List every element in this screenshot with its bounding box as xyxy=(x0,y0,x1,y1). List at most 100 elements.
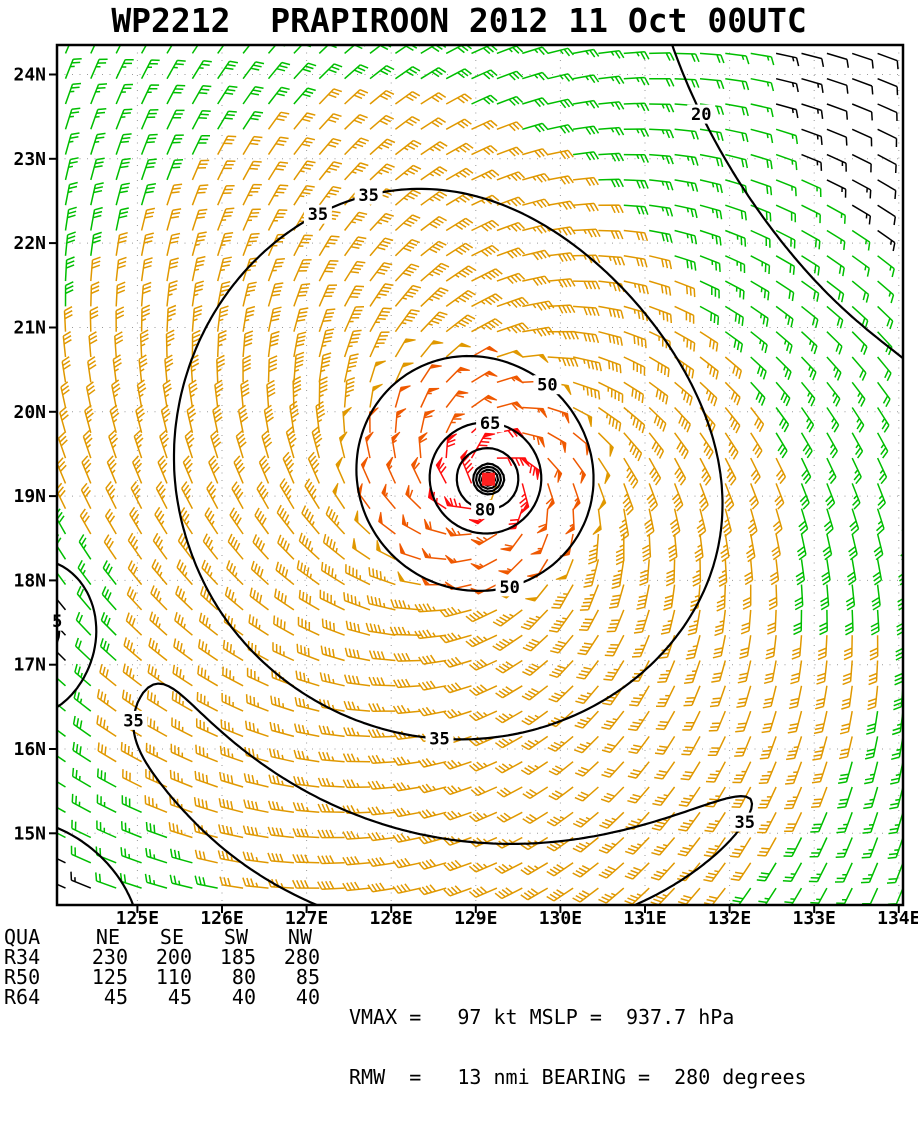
wind-barb xyxy=(775,305,794,328)
wind-barb xyxy=(601,710,625,730)
wind-barb xyxy=(547,304,576,314)
wind-barb xyxy=(411,456,422,484)
wind-barb xyxy=(115,83,134,105)
wind-barb xyxy=(319,589,345,611)
wind-barb xyxy=(623,255,648,268)
wind-barb xyxy=(354,510,371,535)
wind-barb xyxy=(267,86,290,105)
wind-barb xyxy=(242,281,257,307)
wind-barb xyxy=(599,811,625,829)
wind-barb xyxy=(79,508,92,535)
svg-text:35: 35 xyxy=(123,711,143,731)
wind-barb xyxy=(810,887,828,905)
wind-barb xyxy=(603,660,625,681)
wind-barb xyxy=(318,161,343,181)
wind-barb xyxy=(522,353,549,363)
wind-barb xyxy=(784,811,803,833)
wind-barb xyxy=(724,305,744,326)
wind-barb xyxy=(877,128,898,148)
wind-barb xyxy=(598,178,624,188)
wind-barb xyxy=(420,191,448,206)
wind-barb xyxy=(417,758,447,768)
wind-barb xyxy=(724,432,739,460)
isotach-50kt xyxy=(355,354,595,592)
wind-barb xyxy=(724,356,743,380)
wind-barb xyxy=(445,413,465,434)
wind-barb xyxy=(724,457,737,486)
wind-barb xyxy=(242,330,254,358)
lon-axis-label: 128E xyxy=(370,908,413,929)
wind-barb xyxy=(649,103,675,113)
wind-barb xyxy=(392,782,421,792)
wind-barb xyxy=(801,52,825,68)
wind-barb xyxy=(724,483,735,512)
wind-barb xyxy=(214,379,224,408)
wind-barb xyxy=(588,533,600,565)
wind-barb xyxy=(649,128,675,139)
wind-barb xyxy=(787,710,803,734)
wind-barb xyxy=(822,533,833,561)
wind-barb xyxy=(734,736,752,757)
wind-barb xyxy=(750,103,774,118)
wind-barb xyxy=(293,185,315,206)
wind-barb xyxy=(522,275,551,286)
wind-barb xyxy=(219,745,244,763)
wind-barb xyxy=(724,280,745,300)
wind-barb xyxy=(57,482,67,510)
wind-barb xyxy=(748,483,759,510)
wind-barb xyxy=(369,283,394,307)
wind-barb xyxy=(121,689,143,712)
wind-barb xyxy=(724,331,744,353)
wind-barb xyxy=(166,134,184,155)
wind-barb xyxy=(417,680,447,691)
wind-barb xyxy=(394,66,421,80)
wind-barb xyxy=(140,158,157,181)
wind-barb xyxy=(378,511,396,535)
wind-barb xyxy=(758,761,777,785)
wind-barb xyxy=(293,307,309,332)
wind-barbs xyxy=(57,45,903,905)
wind-barb xyxy=(445,265,477,282)
wind-barb xyxy=(267,136,289,156)
wind-barb xyxy=(800,381,816,407)
wind-barb xyxy=(657,660,676,683)
wind-barb xyxy=(343,306,365,333)
wind-barb xyxy=(394,238,421,257)
wind-barb xyxy=(851,280,870,303)
wind-barb xyxy=(522,97,549,108)
wind-barb xyxy=(667,533,678,562)
wind-barb xyxy=(405,484,422,510)
wind-barb xyxy=(122,769,142,788)
wind-barb xyxy=(826,407,840,433)
wind-barb xyxy=(293,775,320,788)
wind-barb xyxy=(144,873,168,889)
wind-barb xyxy=(750,381,766,406)
wind-barb xyxy=(597,483,607,511)
wind-barb xyxy=(420,92,447,105)
wind-barb xyxy=(851,229,871,251)
svg-text:35: 35 xyxy=(429,730,449,750)
wind-barb xyxy=(699,52,725,64)
wind-barb xyxy=(669,508,681,537)
wind-barb xyxy=(64,107,81,130)
wind-barb xyxy=(775,179,797,197)
wind-barb xyxy=(155,481,168,510)
wind-barb xyxy=(166,59,186,80)
wind-barb xyxy=(846,559,857,586)
wind-barb xyxy=(64,181,78,206)
svg-text:65: 65 xyxy=(480,414,500,434)
wind-barb xyxy=(615,534,625,566)
wind-barb xyxy=(80,482,92,510)
wind-barb xyxy=(573,254,601,264)
wind-barb xyxy=(392,857,421,869)
wind-barb xyxy=(307,451,320,484)
wind-barb xyxy=(826,77,849,94)
wind-barb xyxy=(318,137,342,156)
wind-barb xyxy=(655,710,676,731)
wind-barb xyxy=(826,381,841,407)
wind-barb xyxy=(469,761,498,772)
wind-barb xyxy=(242,86,264,105)
wind-barb xyxy=(639,559,650,586)
wind-barb xyxy=(194,875,218,889)
wind-barb xyxy=(522,634,549,652)
